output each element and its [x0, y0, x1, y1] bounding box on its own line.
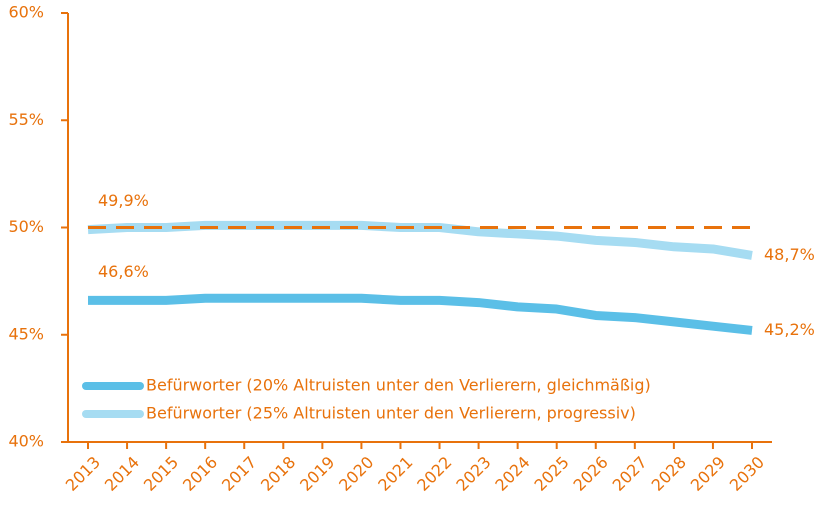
x-tick-label: 2021 — [374, 453, 416, 495]
x-tick-label: 2024 — [491, 453, 533, 495]
series-line — [88, 293, 753, 335]
x-tick-label: 2019 — [296, 453, 338, 495]
x-tick-label: 2022 — [413, 453, 455, 495]
x-tick-label: 2028 — [648, 453, 690, 495]
x-tick-label: 2027 — [609, 453, 651, 495]
x-tick-label: 2017 — [218, 453, 260, 495]
y-tick-label: 45% — [8, 324, 44, 343]
value-label: 48,7% — [764, 245, 815, 264]
legend-label: Befürworter (20% Altruisten unter den Ve… — [146, 376, 651, 395]
x-tick-label: 2014 — [101, 453, 143, 495]
series-line — [87, 220, 753, 260]
x-tick-label: 2030 — [726, 453, 768, 495]
x-tick-label: 2016 — [179, 453, 221, 495]
x-tick-label: 2015 — [140, 453, 182, 495]
x-tick-label: 2023 — [452, 453, 494, 495]
x-tick-label: 2013 — [62, 453, 104, 495]
x-tick-label: 2018 — [257, 453, 299, 495]
x-tick-label: 2020 — [335, 453, 377, 495]
x-tick-label: 2025 — [530, 453, 572, 495]
y-tick-label: 60% — [8, 3, 44, 22]
y-tick-label: 55% — [8, 110, 44, 129]
x-tick-label: 2029 — [687, 453, 729, 495]
value-label: 49,9% — [98, 191, 149, 210]
y-tick-label: 40% — [8, 432, 44, 451]
x-tick-label: 2026 — [570, 453, 612, 495]
y-tick-label: 50% — [8, 217, 44, 236]
value-label: 45,2% — [764, 320, 815, 339]
value-label: 46,6% — [98, 262, 149, 281]
legend-label: Befürworter (25% Altruisten unter den Ve… — [146, 404, 636, 423]
